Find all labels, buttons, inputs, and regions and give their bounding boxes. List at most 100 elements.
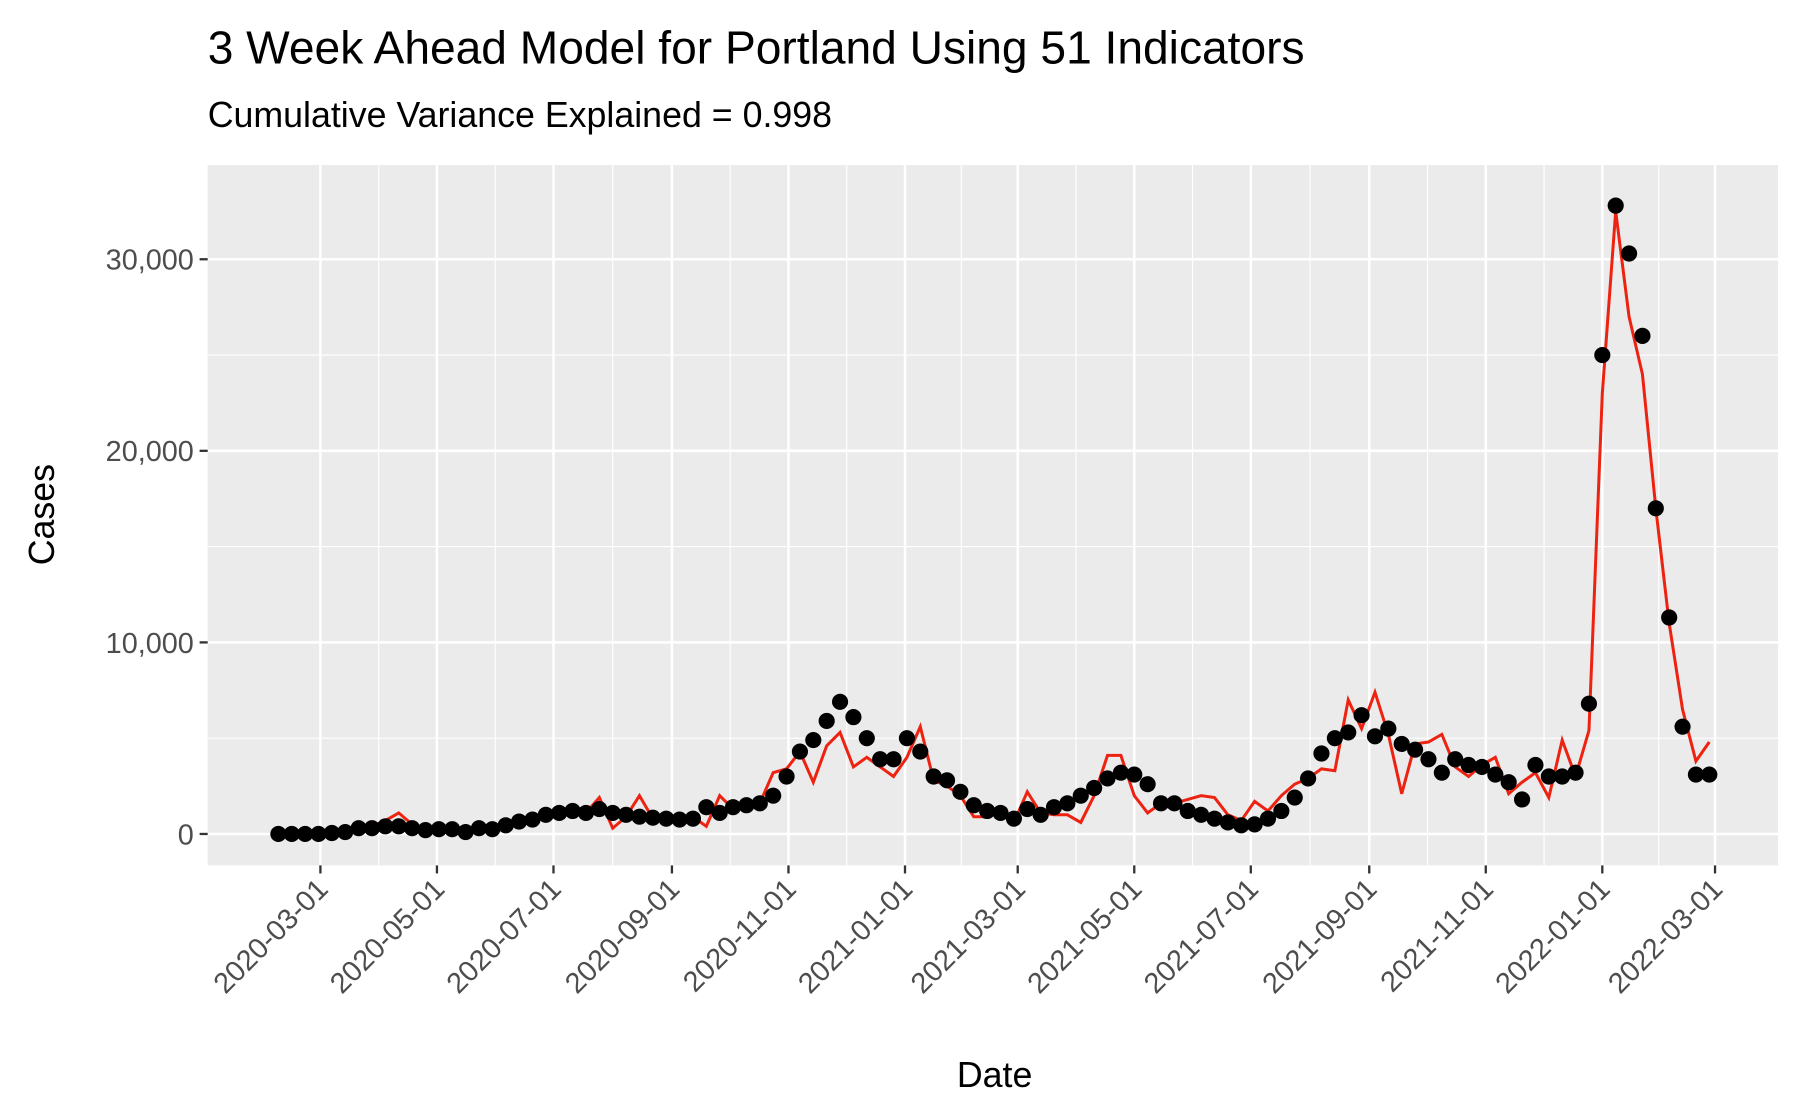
data-point: [1045, 799, 1063, 816]
data-point: [470, 820, 488, 837]
data-point: [283, 825, 300, 843]
data-point: [1540, 768, 1557, 785]
data-point: [1527, 756, 1544, 774]
data-point: [484, 821, 501, 838]
y-tick-label: 30,000: [106, 245, 194, 277]
data-point: [1687, 766, 1705, 783]
data-point: [1126, 766, 1143, 783]
data-point: [577, 804, 595, 821]
data-point: [1233, 817, 1250, 834]
data-point: [1393, 735, 1410, 753]
data-point: [1554, 768, 1571, 785]
data-point: [778, 768, 795, 785]
data-point: [1166, 795, 1183, 812]
data-point: [1059, 795, 1076, 812]
data-point: [497, 817, 514, 834]
data-point: [1152, 795, 1170, 812]
data-point: [1420, 751, 1437, 768]
data-point: [912, 743, 929, 760]
data-point: [1193, 806, 1210, 823]
data-point: [1567, 764, 1584, 781]
data-point: [337, 823, 354, 841]
data-point: [965, 797, 982, 814]
data-point: [1407, 741, 1424, 758]
x-tick-label: 2022-01-01: [1490, 873, 1617, 1000]
data-point: [297, 825, 314, 843]
data-point: [390, 818, 407, 835]
data-point: [1433, 764, 1450, 781]
data-point: [591, 800, 608, 818]
data-point: [791, 743, 809, 760]
x-tick-label: 2021-05-01: [1022, 873, 1149, 1000]
data-point: [992, 804, 1009, 821]
data-point: [1473, 758, 1491, 775]
data-point: [1019, 800, 1036, 818]
data-point: [831, 693, 849, 710]
data-point: [1701, 766, 1718, 783]
data-point: [1460, 756, 1477, 774]
data-point: [1340, 724, 1357, 741]
data-point: [270, 825, 287, 843]
data-point: [671, 811, 688, 828]
x-tick-label: 2020-11-01: [677, 873, 802, 998]
data-point: [1259, 810, 1277, 827]
data-point: [417, 822, 434, 839]
data-point: [511, 813, 528, 830]
data-point: [604, 804, 621, 821]
data-point: [751, 795, 768, 812]
x-tick-label: 2020-07-01: [441, 873, 568, 1000]
data-point: [1487, 766, 1504, 783]
x-tick-label: 2020-05-01: [324, 873, 451, 1000]
data-point: [724, 799, 742, 816]
data-point: [644, 809, 661, 826]
data-point: [684, 810, 702, 827]
data-point: [1326, 730, 1343, 747]
data-point: [430, 821, 447, 838]
data-point: [925, 768, 942, 785]
data-point: [457, 823, 474, 841]
data-point: [1607, 197, 1624, 214]
data-point: [952, 783, 969, 800]
data-point: [1273, 802, 1290, 820]
data-point: [551, 804, 568, 821]
data-point: [1139, 776, 1156, 793]
data-point: [323, 824, 340, 842]
plot-panel: [207, 165, 1779, 866]
data-point: [1674, 718, 1691, 735]
data-point: [698, 799, 715, 816]
data-point: [1099, 770, 1116, 787]
data-point: [845, 709, 862, 726]
data-point: [444, 821, 461, 838]
data-point: [658, 810, 675, 827]
data-point: [1634, 327, 1651, 344]
data-point: [1447, 751, 1464, 768]
data-point: [1647, 500, 1664, 517]
data-point: [1286, 789, 1303, 806]
x-tick-label: 2021-01-01: [792, 873, 919, 1000]
y-axis-title: Cases: [22, 464, 62, 565]
data-point: [631, 808, 648, 825]
data-point: [938, 772, 956, 789]
x-tick-label: 2020-03-01: [208, 873, 335, 1000]
data-point: [1206, 810, 1223, 827]
data-point: [1620, 245, 1638, 262]
data-point: [1219, 814, 1236, 831]
data-point: [564, 802, 581, 820]
data-point: [618, 806, 635, 823]
data-point: [711, 804, 728, 821]
data-point: [1032, 806, 1049, 823]
data-point: [1353, 707, 1370, 724]
data-point: [1086, 779, 1103, 797]
data-point: [1380, 720, 1397, 737]
y-tick-label: 20,000: [106, 436, 194, 468]
data-point: [979, 802, 996, 820]
data-point: [765, 787, 782, 804]
data-point: [377, 818, 394, 835]
data-point: [1179, 802, 1196, 820]
data-point: [1300, 770, 1317, 787]
data-point: [898, 730, 915, 747]
data-point: [1366, 728, 1384, 745]
chart-subtitle: Cumulative Variance Explained = 0.998: [208, 95, 832, 135]
x-tick-label: 2021-11-01: [1375, 873, 1500, 998]
